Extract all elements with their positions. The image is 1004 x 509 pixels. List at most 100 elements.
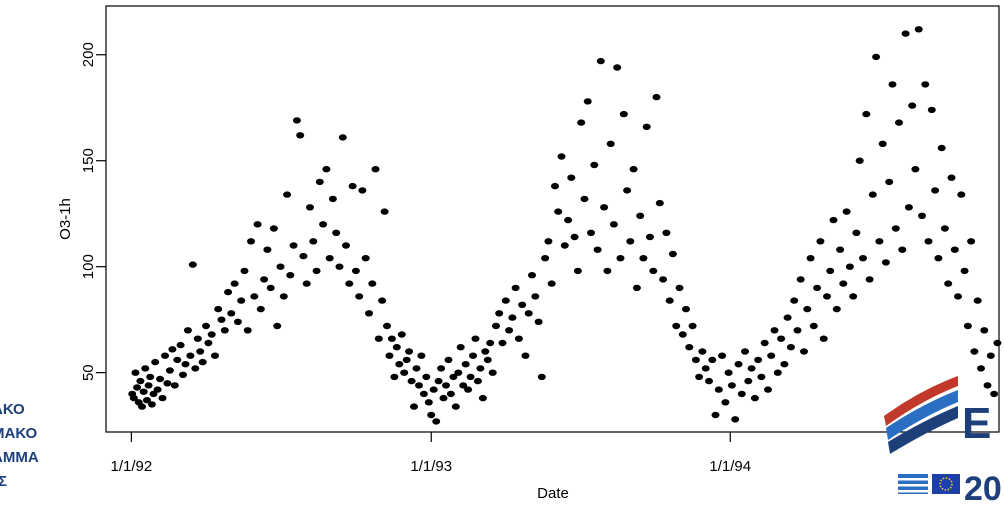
data-point bbox=[269, 225, 278, 232]
data-point bbox=[655, 199, 664, 207]
data-point bbox=[849, 293, 858, 300]
data-point bbox=[342, 242, 350, 249]
data-point bbox=[424, 399, 433, 406]
data-point bbox=[328, 195, 337, 203]
data-point bbox=[247, 238, 255, 245]
data-point bbox=[875, 238, 884, 245]
data-point bbox=[335, 263, 344, 270]
y-tick-label: 200 bbox=[80, 42, 97, 67]
svg-text:ΜΑΚΟ: ΜΑΚΟ bbox=[0, 425, 37, 442]
data-point bbox=[895, 119, 903, 126]
data-point bbox=[451, 403, 460, 410]
data-point bbox=[454, 369, 463, 376]
data-point bbox=[960, 267, 969, 275]
data-point bbox=[481, 348, 490, 355]
data-point bbox=[957, 191, 966, 198]
data-point bbox=[283, 191, 292, 198]
data-points bbox=[128, 26, 1002, 425]
data-point bbox=[714, 386, 723, 393]
data-point bbox=[573, 267, 582, 275]
data-point bbox=[276, 263, 285, 270]
data-point bbox=[141, 365, 150, 372]
y-axis-title: O3-1h bbox=[57, 198, 74, 240]
data-point bbox=[665, 297, 674, 304]
data-point bbox=[924, 238, 933, 245]
data-point bbox=[777, 335, 786, 342]
data-point bbox=[501, 297, 510, 304]
data-point bbox=[547, 280, 556, 287]
data-point bbox=[191, 365, 200, 372]
data-point bbox=[422, 373, 431, 381]
data-point bbox=[476, 365, 485, 372]
data-point bbox=[963, 322, 972, 330]
data-point bbox=[170, 382, 179, 389]
data-point bbox=[760, 339, 769, 347]
data-point bbox=[183, 327, 192, 334]
data-point bbox=[780, 361, 789, 368]
data-point bbox=[868, 191, 877, 198]
data-point bbox=[286, 272, 295, 279]
data-point bbox=[299, 252, 308, 260]
data-point bbox=[865, 276, 874, 283]
data-point bbox=[358, 187, 367, 194]
data-point bbox=[551, 182, 559, 190]
data-point bbox=[557, 153, 566, 160]
data-point bbox=[823, 293, 831, 300]
data-point bbox=[432, 418, 441, 425]
data-point bbox=[531, 293, 540, 300]
data-point bbox=[131, 369, 140, 376]
data-point bbox=[554, 208, 563, 215]
data-point bbox=[701, 365, 710, 372]
data-point bbox=[859, 255, 867, 262]
data-point bbox=[662, 229, 671, 236]
data-point bbox=[505, 327, 514, 334]
data-point bbox=[855, 157, 864, 164]
data-point bbox=[603, 267, 612, 275]
svg-text:ΑΜΜΑ: ΑΜΜΑ bbox=[0, 449, 39, 466]
data-point bbox=[139, 388, 148, 395]
data-point bbox=[583, 98, 592, 105]
data-point bbox=[711, 411, 720, 419]
data-point bbox=[478, 394, 487, 402]
data-point bbox=[698, 348, 707, 355]
data-point bbox=[793, 327, 802, 334]
data-point bbox=[980, 327, 989, 334]
data-point bbox=[136, 377, 145, 385]
data-point bbox=[967, 238, 976, 245]
x-tick-label: 1/1/92 bbox=[111, 458, 153, 475]
data-point bbox=[176, 341, 185, 349]
data-point bbox=[809, 322, 818, 330]
data-point bbox=[845, 263, 854, 270]
data-point bbox=[885, 178, 894, 186]
data-point bbox=[580, 195, 589, 203]
data-point bbox=[459, 382, 468, 389]
data-point bbox=[143, 397, 151, 404]
data-point bbox=[695, 373, 704, 381]
data-point bbox=[675, 284, 684, 292]
data-point bbox=[368, 280, 377, 287]
data-point bbox=[636, 212, 645, 219]
data-point bbox=[464, 386, 473, 393]
data-point bbox=[188, 261, 197, 268]
data-point bbox=[361, 255, 370, 262]
data-point bbox=[977, 365, 985, 372]
data-point bbox=[629, 166, 638, 173]
data-point bbox=[590, 161, 599, 169]
data-point bbox=[161, 352, 169, 359]
data-point bbox=[570, 233, 579, 241]
data-point bbox=[402, 356, 411, 364]
data-point bbox=[390, 373, 399, 381]
data-point bbox=[806, 255, 815, 262]
data-point bbox=[439, 394, 448, 402]
data-point bbox=[133, 384, 142, 391]
data-point bbox=[521, 352, 530, 359]
data-point bbox=[918, 212, 926, 219]
data-point bbox=[832, 305, 841, 313]
data-point bbox=[842, 208, 851, 215]
data-point bbox=[345, 280, 354, 287]
data-point bbox=[395, 361, 404, 368]
data-point bbox=[852, 229, 861, 236]
data-point bbox=[839, 280, 848, 287]
data-point bbox=[351, 267, 360, 275]
data-point bbox=[263, 246, 272, 253]
